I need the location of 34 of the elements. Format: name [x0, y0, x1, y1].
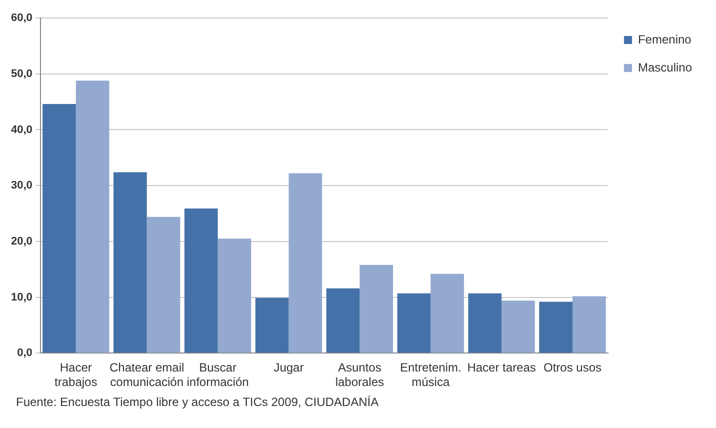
y-tick-label: 0,0 — [17, 347, 32, 360]
y-tick-label: 40,0 — [10, 124, 32, 136]
bar — [360, 264, 394, 353]
legend-label: Femenino — [638, 32, 692, 46]
y-tick-label: 10,0 — [10, 291, 32, 304]
bar — [184, 208, 218, 353]
legend-label: Masculino — [638, 60, 692, 74]
y-tick-label: 60,0 — [10, 12, 32, 24]
source-note: Fuente: Encuesta Tiempo libre y acceso a TICs 2009, CIUDADANÍA — [16, 395, 380, 409]
bar — [218, 238, 252, 353]
bar — [502, 300, 535, 353]
bar — [572, 296, 606, 353]
y-tick-label: 20,0 — [10, 236, 32, 248]
bar — [146, 216, 180, 353]
x-tick-label: Otros usos — [543, 360, 602, 375]
y-tick-label: 50,0 — [10, 68, 32, 80]
x-tick-label: Entretenim. música — [400, 360, 462, 390]
x-tick-label: Buscar información — [186, 360, 249, 390]
x-tick-label: Hacer tareas — [467, 360, 536, 375]
bar — [468, 293, 502, 353]
bar — [42, 104, 76, 353]
bar — [255, 298, 289, 353]
bar — [539, 302, 573, 353]
bar — [288, 173, 322, 353]
x-tick-label: Jugar — [274, 360, 304, 375]
bar — [430, 274, 464, 353]
bar — [76, 80, 110, 353]
x-tick-label: Chatear email comunicación — [109, 360, 184, 390]
x-tick-label: Hacer trabajos — [54, 360, 98, 390]
y-tick-label: 30,0 — [10, 180, 32, 192]
bar — [397, 293, 431, 353]
bar — [113, 172, 147, 353]
bar — [326, 288, 360, 353]
x-tick-label: Asuntos laborales — [335, 360, 384, 390]
